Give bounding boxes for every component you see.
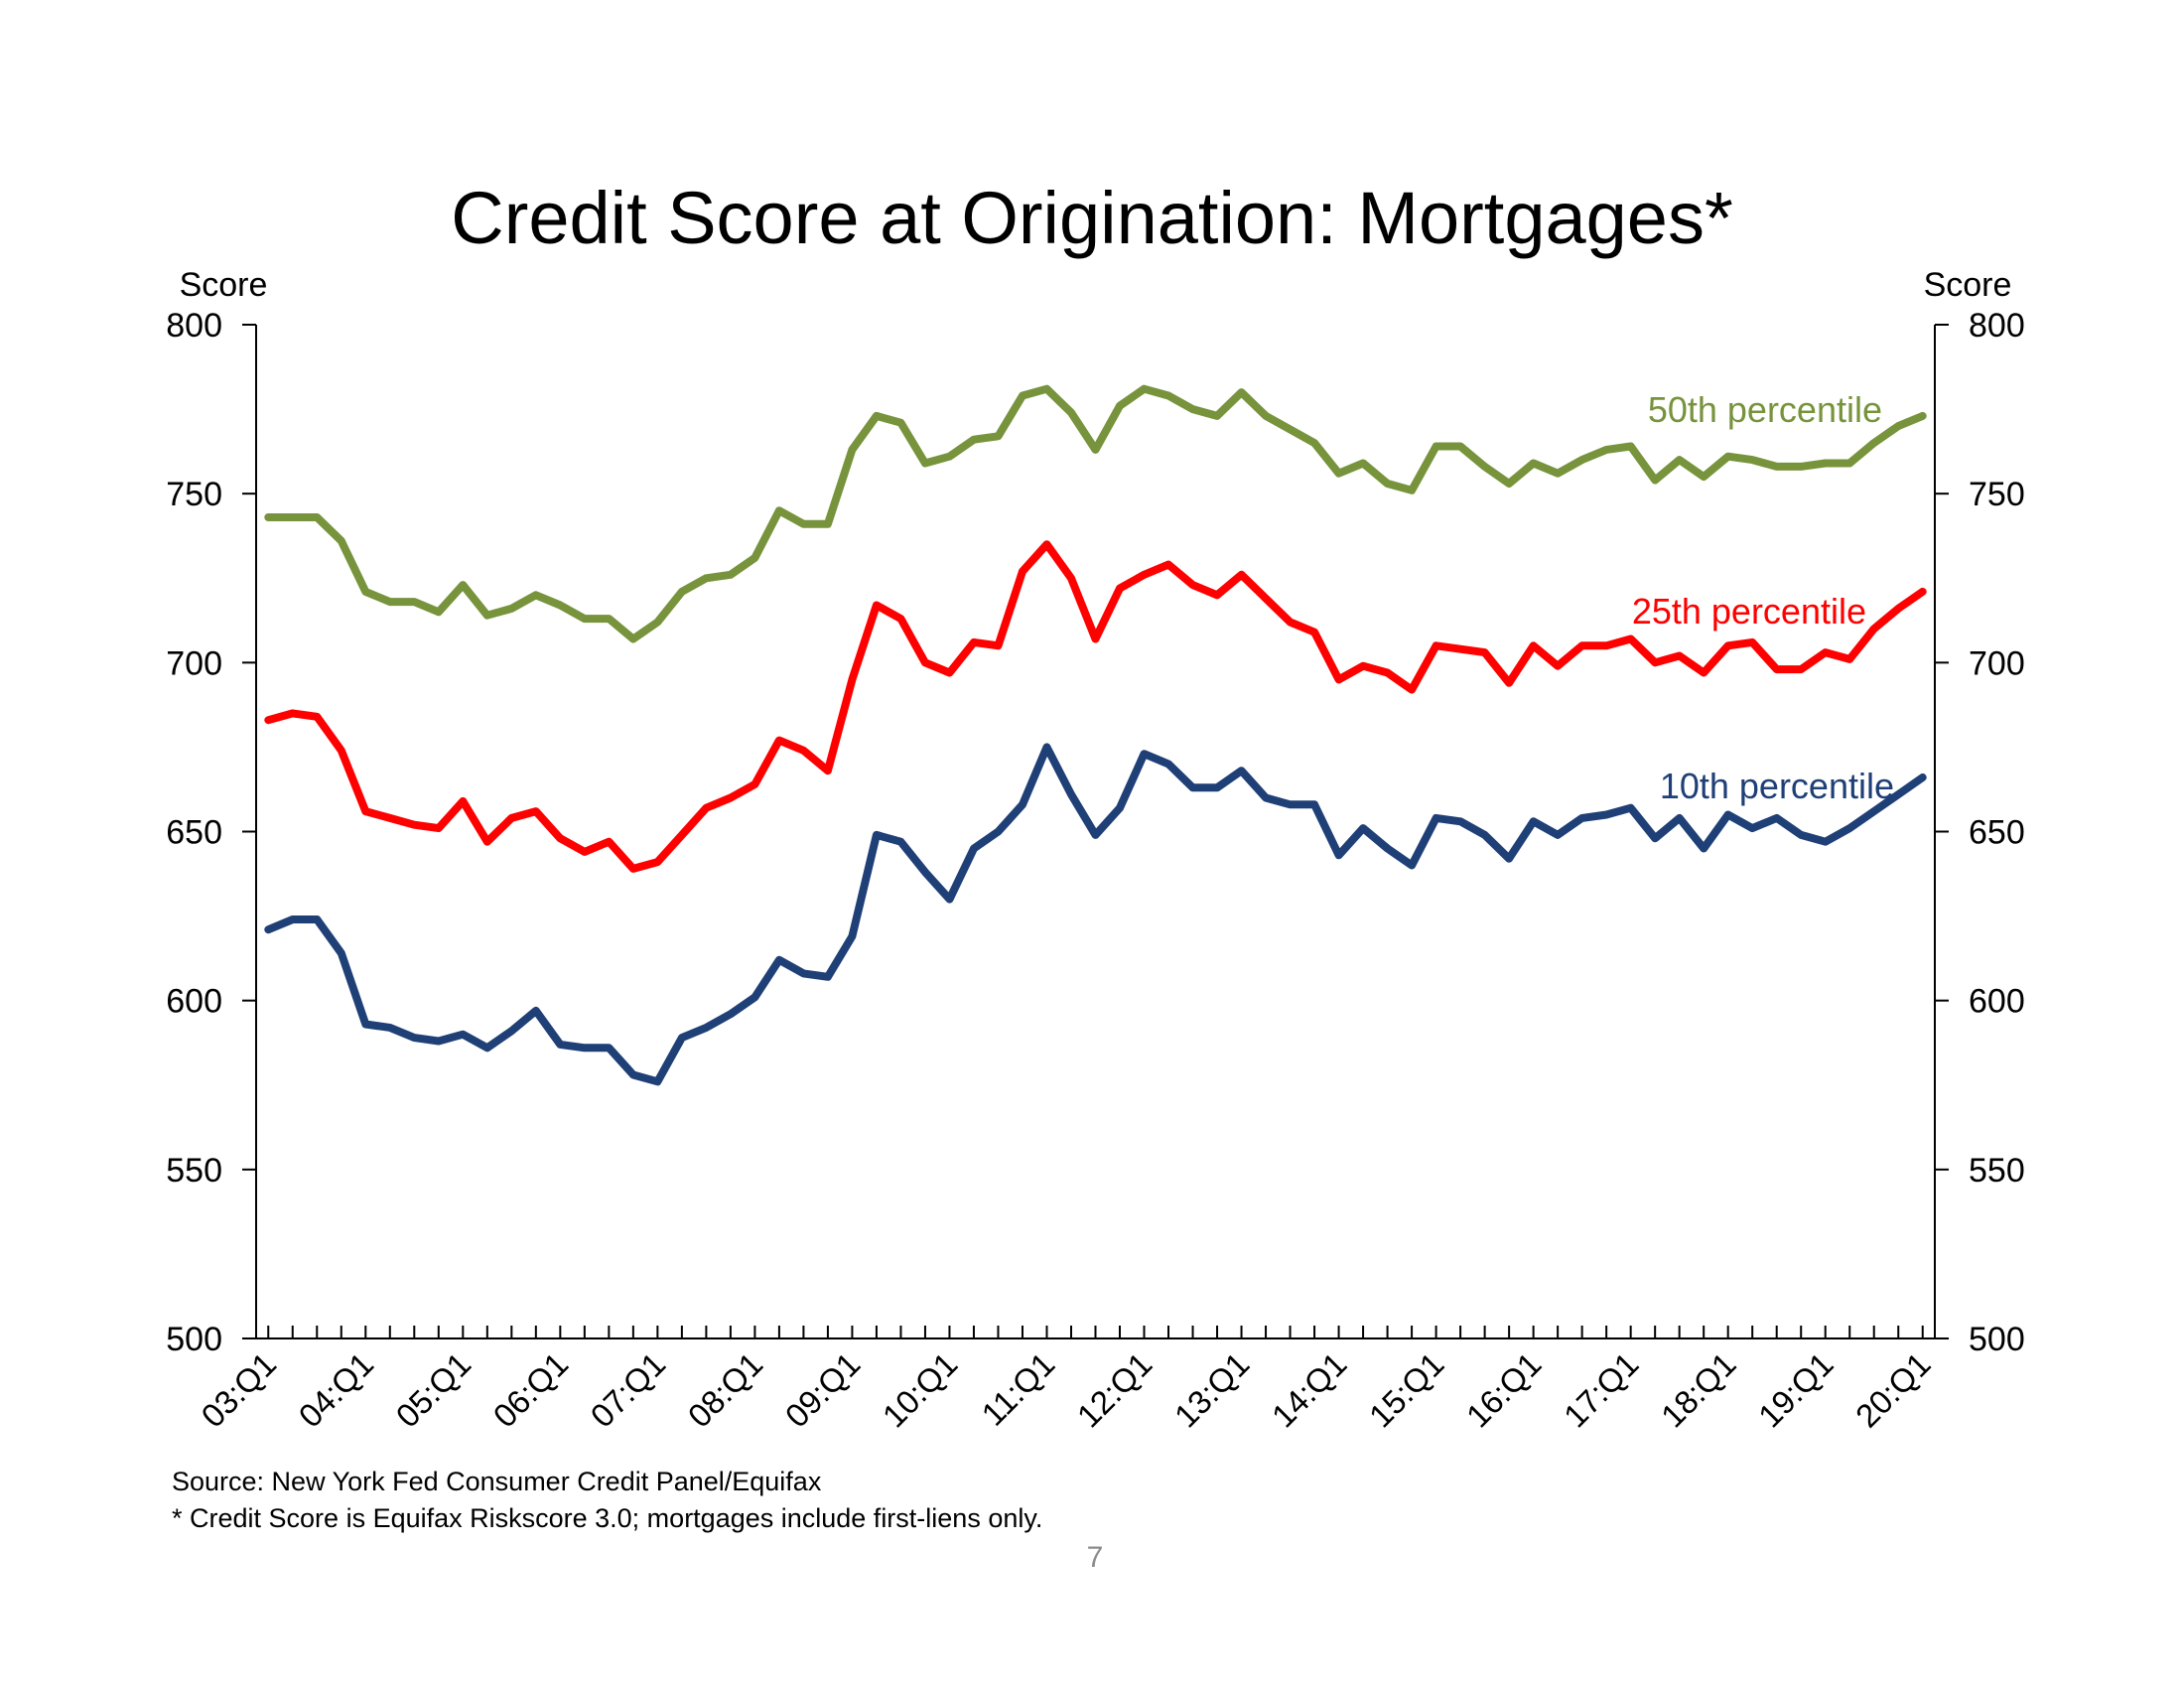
y-axis-left: 500 550 600 650 700 750 800: [166, 307, 256, 1358]
series-label-2: 25th percentile: [1632, 591, 1866, 632]
y-axis-label-left: Score: [180, 266, 268, 304]
y-tick-label-left: 600: [166, 983, 222, 1021]
x-tick-label: 11:Q1: [974, 1345, 1061, 1433]
y-tick-label-right: 750: [1969, 476, 2025, 513]
y-tick-label-right: 550: [1969, 1152, 2025, 1190]
y-tick-label-left: 750: [166, 476, 222, 513]
x-tick-label: 04:Q1: [291, 1345, 380, 1435]
x-tick-label: 20:Q1: [1848, 1345, 1938, 1435]
x-tick-label: 08:Q1: [681, 1345, 770, 1435]
series-line-2: [264, 540, 1927, 873]
x-tick-label: 03:Q1: [194, 1345, 283, 1435]
source-note: Source: New York Fed Consumer Credit Pan…: [172, 1467, 822, 1496]
y-tick-label-left: 650: [166, 814, 222, 852]
y-tick-label-right: 700: [1969, 644, 2025, 682]
x-tick-label: 15:Q1: [1362, 1345, 1451, 1435]
series-label-3: 10th percentile: [1660, 766, 1894, 806]
y-tick-label-left: 500: [166, 1321, 222, 1358]
x-tick-label: 14:Q1: [1265, 1345, 1354, 1435]
series-labels: 50th percentile 25th percentile 10th perce…: [1632, 389, 1894, 806]
x-axis: 03:Q1 04:Q1 05:Q1 06:Q1 07:Q1 08:Q1 09:Q1 10:Q1…: [194, 1326, 1938, 1435]
y-axis-label-right: Score: [1924, 266, 2012, 304]
y-tick-label-right: 500: [1969, 1321, 2025, 1358]
series-line-3: [264, 743, 1927, 1086]
y-axis-right: 500 550 600 650 700 750 800: [1935, 307, 2025, 1358]
page-number: 7: [1087, 1541, 1104, 1574]
x-tick-label: 06:Q1: [486, 1345, 576, 1435]
y-tick-label-right: 600: [1969, 983, 2025, 1021]
x-tick-label: 12:Q1: [1070, 1345, 1160, 1435]
x-tick-label: 16:Q1: [1459, 1345, 1549, 1435]
x-tick-label: 09:Q1: [778, 1345, 868, 1435]
y-tick-label-left: 550: [166, 1152, 222, 1190]
series-label-1: 50th percentile: [1648, 389, 1882, 430]
series-lines: [264, 384, 1927, 1086]
y-tick-label-right: 800: [1969, 307, 2025, 345]
x-tick-label: 13:Q1: [1167, 1345, 1257, 1435]
footnote: * Credit Score is Equifax Riskscore 3.0;…: [172, 1503, 1042, 1533]
x-tick-label: 10:Q1: [876, 1345, 965, 1435]
x-tick-label: 05:Q1: [389, 1345, 478, 1435]
chart-title: Credit Score at Origination: Mortgages*: [451, 177, 1733, 259]
series-line-1: [264, 384, 1927, 643]
y-tick-label-left: 700: [166, 644, 222, 682]
x-tick-label: 18:Q1: [1654, 1345, 1743, 1435]
y-tick-label-right: 650: [1969, 814, 2025, 852]
y-tick-label-left: 800: [166, 307, 222, 345]
x-tick-label: 17:Q1: [1557, 1345, 1646, 1435]
x-tick-label: 19:Q1: [1751, 1345, 1841, 1435]
x-tick-label: 07:Q1: [584, 1345, 673, 1435]
